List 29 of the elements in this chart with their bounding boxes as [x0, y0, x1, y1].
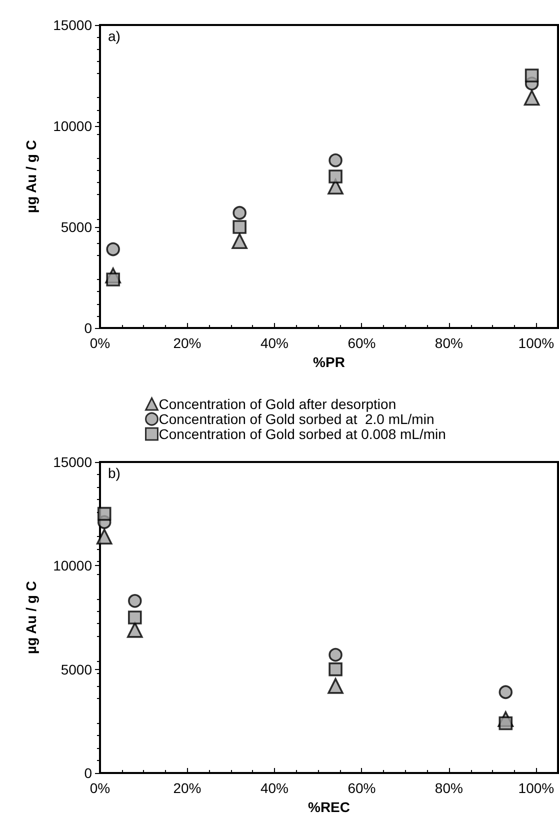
x-tick-label: 60% [348, 780, 376, 796]
y-tick-label: 5000 [60, 661, 92, 678]
x-tick-label: 20% [173, 335, 202, 351]
legend-label: Concentration of Gold sorbed at 2.0 mL/min [158, 411, 434, 427]
x-tick-label: 0% [90, 335, 110, 351]
y-tick-label: 0 [84, 765, 92, 781]
legend-label: Concentration of Gold sorbed at 0.008 mL/min [158, 426, 446, 442]
y-axis-title: µg Au / g C [23, 140, 39, 213]
x-tick-label: 40% [260, 335, 288, 351]
x-tick-label: 60% [348, 335, 376, 351]
annotation: b) [108, 465, 120, 481]
annotation: a) [108, 28, 120, 44]
x-tick-label: 80% [434, 780, 463, 796]
x-tick-label: 20% [173, 780, 202, 796]
legend-label: Concentration of Gold after desorption [158, 396, 396, 412]
y-tick-label: 0 [84, 320, 92, 336]
y-tick-label: 5000 [60, 219, 92, 235]
x-tick-label: 0% [90, 780, 110, 796]
x-tick-label: 100% [518, 335, 554, 351]
y-axis-title: µg Au / g C [23, 581, 39, 654]
x-axis-title: %REC [308, 798, 350, 815]
x-tick-label: 100% [518, 780, 554, 796]
y-tick-label: 15000 [53, 454, 92, 470]
x-axis-title: %PR [313, 354, 345, 370]
y-tick-label: 10000 [53, 558, 92, 574]
y-tick-label: 15000 [53, 17, 92, 33]
y-tick-label: 10000 [53, 118, 92, 134]
x-tick-label: 40% [260, 780, 288, 796]
x-tick-label: 80% [434, 335, 463, 351]
